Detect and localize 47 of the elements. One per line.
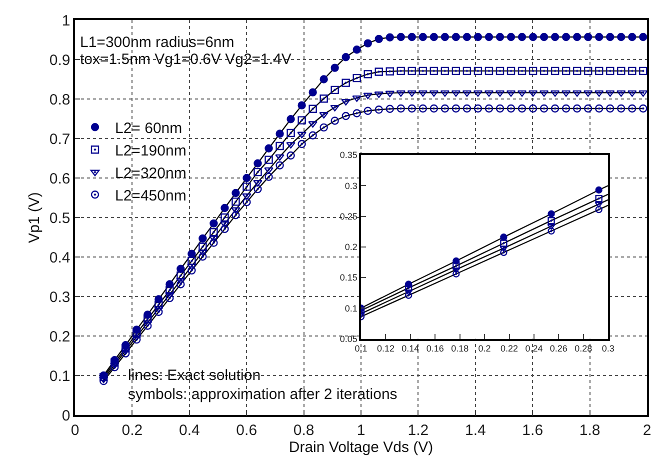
x-tick-label: 1.8 <box>579 422 600 439</box>
annotation: L1=300nm radius=6nm <box>80 34 234 51</box>
y-tick-label: 1 <box>62 12 70 30</box>
y-tick-label: 0.1 <box>49 368 70 385</box>
x-tick-label: 1.2 <box>408 422 429 439</box>
y-tick-label: 0.7 <box>49 130 70 148</box>
x-tick-label: 0.18 <box>451 343 469 354</box>
y-tick-label: 0.05 <box>340 334 358 344</box>
x-tick-label: 0.3 <box>602 343 614 354</box>
x-tick-label: 2 <box>642 422 652 439</box>
annotation: tox=1.5nm Vg1=0.6V Vg2=1.4V <box>80 51 292 68</box>
x-tick-label: 0.12 <box>376 343 394 354</box>
x-tick-label: 0.22 <box>500 343 518 354</box>
x-tick-label: 0.4 <box>178 422 200 439</box>
y-tick-label: 0.4 <box>49 249 70 266</box>
x-tick-label: 0.28 <box>574 343 592 354</box>
legend-label: L2=320nm <box>115 164 186 182</box>
x-tick-label: 0.24 <box>525 343 543 354</box>
y-tick-label: 0.25 <box>340 211 358 222</box>
annotation: symbols: approximation after 2 iterations <box>128 386 398 403</box>
x-tick-label: 1.4 <box>464 422 486 439</box>
y-tick-label: 0 <box>62 407 70 424</box>
y-tick-label: 0.35 <box>340 150 358 160</box>
x-tick-label: 0.8 <box>293 422 314 439</box>
legend-label: L2=190nm <box>115 142 186 160</box>
x-tick-label: 0.14 <box>402 343 420 354</box>
y-tick-label: 0.3 <box>49 288 70 306</box>
y-tick-label: 0.3 <box>344 180 358 191</box>
legend-label: L2=450nm <box>115 187 186 204</box>
y-axis-title: Vp1 (V) <box>26 192 44 243</box>
x-tick-label: 0.2 <box>122 422 143 439</box>
y-tick-label: 0.15 <box>340 272 358 283</box>
y-tick-label: 0.6 <box>49 170 70 188</box>
y-tick-label: 0.2 <box>344 242 358 252</box>
y-tick-label: 0.1 <box>344 303 358 314</box>
x-tick-label: 1.6 <box>522 422 544 439</box>
legend-label: L2= 60nm <box>115 120 182 137</box>
x-axis-title: Drain Voltage Vds (V) <box>288 438 434 456</box>
x-tick-label: 0.1 <box>354 343 368 354</box>
x-tick-label: 0.6 <box>236 422 258 439</box>
y-tick-label: 0.5 <box>49 210 70 227</box>
y-tick-label: 0.8 <box>49 91 70 108</box>
x-tick-label: 0.26 <box>550 343 568 354</box>
y-tick-label: 0.9 <box>49 52 70 69</box>
x-tick-label: 0.16 <box>426 343 444 354</box>
annotation: lines: Exact solution <box>128 367 261 384</box>
x-tick-label: 0.2 <box>478 343 491 354</box>
